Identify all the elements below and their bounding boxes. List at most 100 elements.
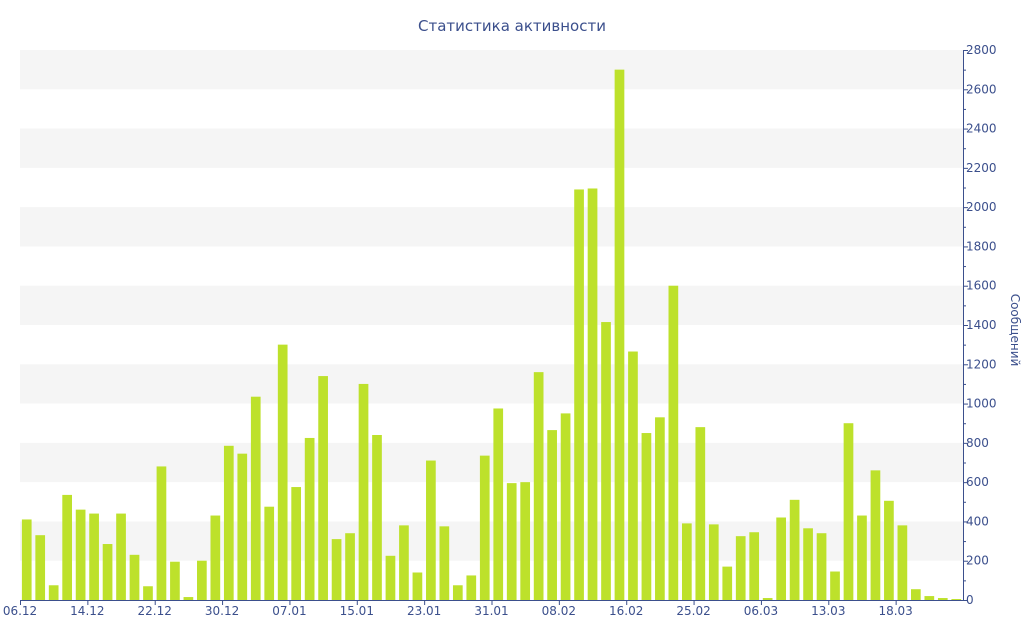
bar (506, 483, 517, 601)
bar (937, 598, 948, 600)
y-axis-ticks: 0 200 400 600 800 1000 1200 1400 1600 1800 2000 220… (963, 43, 997, 607)
bar (277, 344, 288, 600)
bar (143, 586, 153, 600)
bar (749, 532, 760, 600)
bar (628, 351, 638, 600)
chart-title: Статистика активности (418, 17, 606, 35)
bar (830, 571, 840, 600)
y-tick-label: 2000 (966, 200, 997, 214)
x-tick-label: 22.12 (138, 604, 172, 618)
x-tick-label: 13.03 (811, 604, 845, 618)
bar (452, 585, 463, 600)
bar (439, 526, 450, 600)
y-tick-label: 1400 (966, 318, 997, 332)
y-tick-label: 2200 (966, 161, 997, 175)
bar (156, 466, 167, 600)
bar (89, 513, 99, 600)
bar (681, 523, 692, 600)
bar (129, 554, 140, 600)
x-tick-label: 15.01 (340, 604, 374, 618)
grid-band (20, 207, 963, 247)
bar (466, 575, 477, 600)
bar (48, 585, 59, 600)
bar (803, 528, 813, 600)
bar (560, 413, 571, 600)
bar (641, 433, 652, 600)
bar (264, 506, 275, 600)
grid-band (20, 285, 963, 325)
bar (223, 445, 234, 600)
x-tick-label: 16.02 (609, 604, 643, 618)
x-tick-label: 25.02 (676, 604, 710, 618)
x-tick-label: 07.01 (272, 604, 306, 618)
y-tick-label: 2600 (966, 82, 997, 96)
bar (735, 536, 746, 600)
bar (412, 572, 423, 600)
bar (237, 453, 248, 600)
bar (587, 188, 598, 601)
bar (762, 598, 773, 600)
bar (547, 430, 557, 600)
bar (911, 589, 921, 600)
y-tick-label: 200 (966, 554, 989, 568)
y-tick-label: 800 (966, 436, 989, 450)
bar (951, 599, 962, 600)
bar (884, 500, 894, 600)
bar (668, 285, 679, 600)
x-tick-label: 30.12 (205, 604, 239, 618)
bar (695, 427, 706, 600)
bar (358, 383, 369, 600)
bar (857, 515, 867, 600)
y-tick-label: 400 (966, 514, 989, 528)
x-tick-label: 08.02 (542, 604, 576, 618)
x-tick-label: 23.01 (407, 604, 441, 618)
bar (372, 435, 382, 600)
bar (789, 499, 800, 600)
bar (62, 494, 72, 600)
y-tick-label: 1800 (966, 239, 997, 253)
bar (924, 596, 935, 600)
bar (574, 189, 584, 600)
bar-series (21, 69, 962, 601)
bar (385, 555, 396, 600)
bar (345, 533, 355, 600)
bar (116, 513, 126, 600)
bar (708, 524, 719, 601)
bar (493, 408, 504, 600)
y-axis-title: Сообщений (1008, 294, 1022, 367)
bar (75, 509, 86, 600)
bar (183, 597, 194, 600)
bar (250, 396, 261, 600)
bar (816, 533, 827, 600)
y-tick-label: 0 (966, 593, 974, 607)
bar (655, 417, 665, 600)
bar (776, 517, 786, 600)
grid-band (20, 50, 963, 90)
bar (318, 376, 328, 600)
x-tick-label: 31.01 (474, 604, 508, 618)
y-tick-label: 2800 (966, 43, 997, 57)
grid-band (20, 128, 963, 168)
y-tick-label: 1600 (966, 279, 997, 293)
bar (533, 372, 544, 600)
x-tick-label: 18.03 (878, 604, 912, 618)
bar (843, 423, 854, 600)
x-tick-label: 06.12 (3, 604, 37, 618)
x-tick-label: 14.12 (70, 604, 104, 618)
bar (870, 470, 881, 600)
y-tick-label: 2400 (966, 122, 997, 136)
y-tick-label: 1200 (966, 357, 997, 371)
grid-band (20, 442, 963, 483)
x-axis-ticks: 06.12 14.12 22.12 30.12 07.01 15.01 23.01 31.01… (3, 600, 913, 618)
y-tick-label: 1000 (966, 397, 997, 411)
bar (601, 322, 611, 600)
bar (35, 535, 46, 600)
bar (614, 69, 625, 600)
bar (479, 455, 490, 601)
bar (170, 561, 180, 600)
bar (520, 482, 531, 600)
bar (21, 519, 32, 600)
bar (197, 560, 207, 600)
bar (304, 437, 315, 600)
